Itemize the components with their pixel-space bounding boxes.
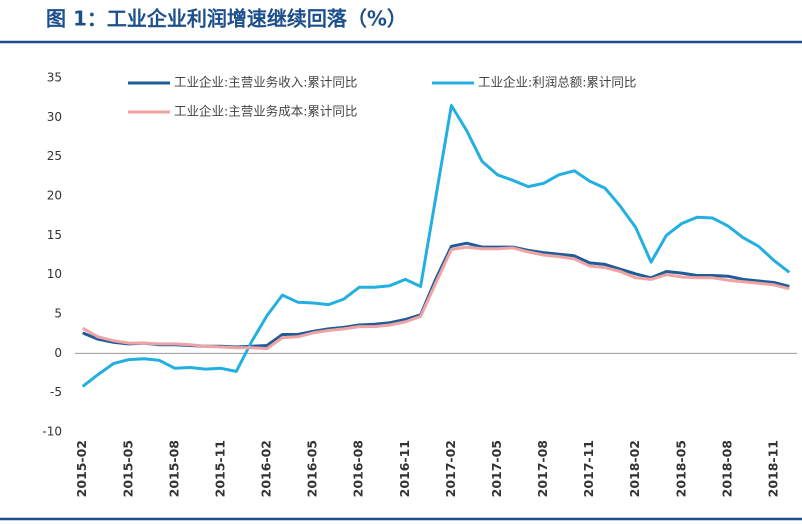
y-tick-label: 20 xyxy=(47,189,62,203)
y-tick-label: 15 xyxy=(47,228,62,242)
x-tick-label: 2017-11 xyxy=(581,440,596,497)
y-tick-label: 30 xyxy=(47,110,62,124)
x-tick-label: 2017-02 xyxy=(443,440,458,497)
x-tick-label: 2016-02 xyxy=(259,440,274,497)
x-tick-label: 2016-05 xyxy=(305,440,320,497)
x-tick-label: 2016-08 xyxy=(351,440,366,497)
series-line xyxy=(81,245,790,351)
y-tick-label: 35 xyxy=(47,71,62,85)
x-tick-label: 2015-05 xyxy=(120,440,135,497)
x-tick-label: 2018-02 xyxy=(627,440,642,497)
series-line xyxy=(82,241,790,349)
x-tick-label: 2018-11 xyxy=(765,440,780,497)
chart-title: 图 1：工业企业利润增速继续回落（%） xyxy=(46,7,407,31)
legend-label: 工业企业:利润总额:累计同比 xyxy=(478,75,636,90)
x-tick-label: 2017-08 xyxy=(535,440,550,497)
y-tick-label: 5 xyxy=(54,307,62,321)
y-tick-label: -5 xyxy=(50,385,62,399)
legend-label: 工业企业:主营业务成本:累计同比 xyxy=(174,104,357,119)
y-tick-label: 10 xyxy=(47,267,62,281)
x-tick-label: 2015-11 xyxy=(212,440,227,497)
y-tick-label: 0 xyxy=(54,346,62,360)
x-tick-label: 2015-08 xyxy=(166,440,181,497)
series-line xyxy=(81,104,791,388)
x-tick-label: 2016-11 xyxy=(397,440,412,497)
legend-label: 工业企业:主营业务收入:累计同比 xyxy=(174,75,357,90)
x-tick-label: 2015-02 xyxy=(74,440,89,497)
x-tick-label: 2018-05 xyxy=(673,440,688,497)
y-tick-label: -10 xyxy=(42,425,62,439)
x-tick-label: 2017-05 xyxy=(489,440,504,497)
x-tick-label: 2018-08 xyxy=(719,440,734,497)
y-tick-label: 25 xyxy=(47,149,62,163)
